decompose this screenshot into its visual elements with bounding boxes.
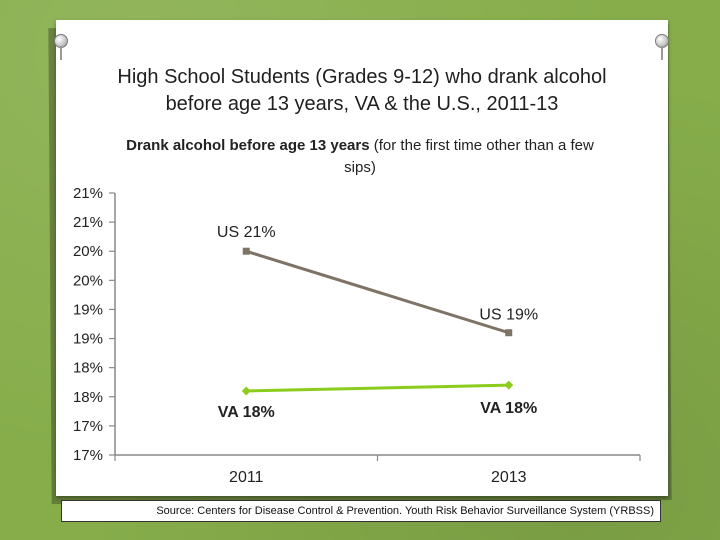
y-tick-label: 20% [73,243,103,260]
y-tick-label: 17% [73,418,103,435]
data-point-us [242,247,250,255]
x-tick-label: 2013 [491,469,527,486]
y-tick-label: 21% [73,214,103,231]
data-label-us: US 21% [217,224,276,241]
slide-title: High School Students (Grades 9-12) who d… [56,64,668,118]
y-tick-label: 19% [73,331,103,348]
title-line-1: High School Students (Grades 9-12) who d… [117,66,607,88]
title-line-2: before age 13 years, VA & the U.S., 2011… [56,91,668,118]
y-tick-label: 21% [73,185,103,202]
title-line-2-prefix: before age 13 years, [165,93,350,115]
data-point-va [241,386,251,396]
data-point-va [504,380,514,390]
data-label-va: VA 18% [480,400,537,417]
series-line-va [246,383,509,393]
pushpin-left-icon [54,34,68,60]
data-label-us: US 19% [479,307,538,324]
chart-subtitle: Drank alcohol before age 13 years (for t… [120,135,600,179]
y-tick-label: 17% [73,447,103,464]
y-tick-label: 18% [73,389,103,406]
y-tick-label: 20% [73,272,103,289]
data-point-us [505,329,513,337]
y-tick-label: 18% [73,360,103,377]
source-note: Source: Centers for Disease Control & Pr… [61,500,661,522]
pushpin-right-icon [655,34,669,60]
title-line-2-suffix: VA & the U.S., 2011-13 [349,93,559,115]
chart-subtitle-rest: (for the first time other than a few sip… [344,137,594,176]
slide-card [56,20,668,496]
x-tick-label: 2011 [229,469,264,486]
series-line-us [245,249,510,335]
y-tick-label: 19% [73,301,103,318]
chart-subtitle-bold: Drank alcohol before age 13 years [126,137,370,154]
data-label-va: VA 18% [218,404,275,421]
